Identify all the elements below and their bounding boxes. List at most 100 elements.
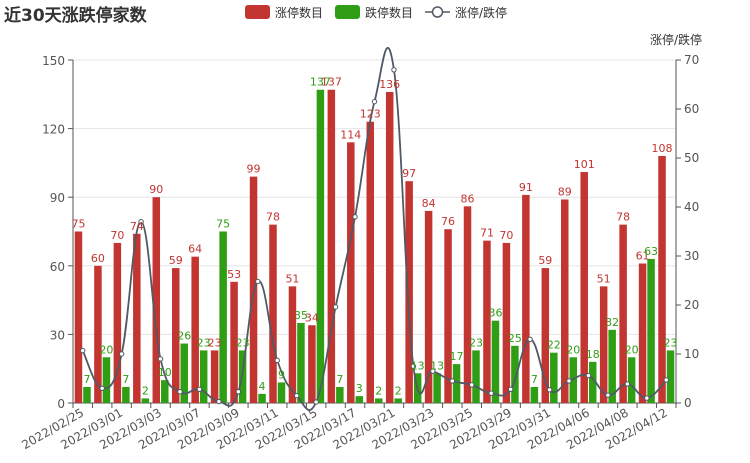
legend-item[interactable]: 涨停/跌停 [425, 5, 507, 20]
bar-limit-down [199, 350, 208, 403]
bar-limit-down [102, 357, 111, 403]
bar-limit-up [152, 197, 161, 403]
ratio-point [527, 336, 533, 342]
ratio-point [430, 368, 436, 374]
bar-limit-up [210, 350, 219, 403]
data-label-limit-up: 89 [558, 185, 572, 198]
bar-limit-down [647, 258, 655, 403]
ratio-point [488, 390, 494, 396]
ratio-point [118, 351, 125, 357]
bar-limit-up [74, 231, 83, 403]
ratio-point [371, 98, 378, 105]
bar-limit-down [491, 320, 500, 403]
bar-limit-down [180, 343, 188, 403]
data-label-limit-down: 35 [294, 309, 308, 322]
ratio-point [507, 386, 514, 392]
data-label-limit-down: 20 [625, 343, 639, 356]
right-axis-tick-label: 70 [684, 53, 699, 67]
bar-limit-up [230, 281, 238, 403]
left-axis-tick-label: 30 [50, 328, 65, 342]
bar-limit-up [385, 92, 394, 403]
data-label-limit-up: 70 [110, 229, 124, 242]
data-label-limit-down: 2 [375, 384, 382, 397]
ratio-point [605, 392, 611, 398]
data-label-limit-down: 137 [310, 76, 331, 89]
bar-limit-up [444, 229, 452, 403]
legend-item[interactable]: 涨停数目 [245, 5, 323, 20]
data-label-limit-down: 3 [356, 382, 363, 395]
data-label-limit-down: 2 [142, 384, 149, 397]
bar-limit-up [113, 242, 122, 403]
bar-limit-down [452, 364, 461, 403]
bar-limit-up [541, 268, 550, 403]
ratio-point [274, 357, 280, 364]
ratio-line [81, 47, 667, 411]
legend-label: 涨停/跌停 [455, 5, 507, 20]
ratio-point [352, 214, 358, 220]
ratio-point [624, 381, 631, 387]
bar-limit-down [530, 386, 539, 403]
data-label-limit-down: 4 [259, 380, 266, 393]
bar-limit-down [472, 350, 480, 403]
data-label-limit-down: 25 [508, 332, 522, 345]
bar-limit-down [666, 350, 675, 403]
data-label-limit-down: 9 [278, 368, 285, 381]
bar-limit-down [627, 357, 636, 403]
data-label-limit-down: 63 [644, 245, 658, 258]
bar-limit-up [94, 265, 102, 403]
right-axis-tick-label: 0 [684, 396, 692, 410]
data-label-limit-down: 13 [430, 359, 444, 372]
data-label-limit-up: 34 [305, 311, 319, 324]
right-axis-tick-label: 60 [684, 102, 699, 116]
data-label-limit-up: 64 [188, 243, 202, 256]
left-axis-tick-label: 60 [50, 260, 65, 274]
ratio-point [663, 377, 669, 383]
data-label-limit-up: 75 [71, 218, 85, 231]
right-axis-tick-label: 30 [684, 249, 699, 263]
data-label-limit-up: 136 [379, 78, 400, 91]
bar-limit-up [327, 89, 336, 403]
data-label-limit-down: 17 [450, 350, 464, 363]
data-label-limit-down: 23 [469, 336, 483, 349]
bar-limit-up [580, 172, 588, 403]
data-label-limit-up: 60 [91, 252, 105, 265]
bar-limit-down [511, 345, 519, 403]
right-axis-title: 涨停/跌停 [650, 32, 702, 47]
legend[interactable]: 涨停数目 跌停数目 涨停/跌停 [245, 5, 507, 20]
data-label-limit-down: 20 [99, 343, 113, 356]
bar-limit-down [336, 386, 344, 403]
bar-limit-down [277, 382, 286, 403]
bar-limit-down [375, 398, 383, 403]
bar-limit-up [599, 286, 608, 403]
bar-limit-up [502, 242, 511, 403]
bar-limit-up [619, 224, 627, 403]
bar-limit-up [424, 210, 433, 403]
bar-limit-down [161, 380, 169, 403]
bar-limit-down [122, 386, 130, 403]
data-label-limit-up: 90 [149, 183, 163, 196]
data-label-limit-down: 18 [586, 348, 600, 361]
legend-item[interactable]: 跌停数目 [335, 5, 413, 20]
left-axis-tick-label: 150 [42, 54, 65, 68]
bar-limit-up [171, 268, 180, 403]
bar-limit-down [608, 329, 616, 403]
legend-swatch [335, 5, 360, 19]
data-label-limit-up: 108 [652, 142, 673, 155]
ratio-point [216, 398, 222, 405]
bar-limit-down [394, 398, 402, 403]
ratio-point [469, 382, 475, 388]
bar-limit-down [219, 231, 227, 403]
data-label-limit-down: 20 [566, 343, 580, 356]
ratio-point [293, 392, 300, 399]
right-axis-tick-label: 10 [684, 347, 699, 361]
ratio-point [138, 219, 144, 225]
bar-limit-down [588, 361, 597, 403]
bar-limit-up [288, 286, 297, 403]
data-label-limit-down: 2 [395, 384, 402, 397]
data-label-limit-up: 114 [340, 128, 361, 141]
bar-limit-up [522, 194, 530, 403]
bar-limit-up [191, 256, 199, 403]
data-label-limit-up: 51 [285, 272, 299, 285]
data-label-limit-up: 53 [227, 268, 241, 281]
